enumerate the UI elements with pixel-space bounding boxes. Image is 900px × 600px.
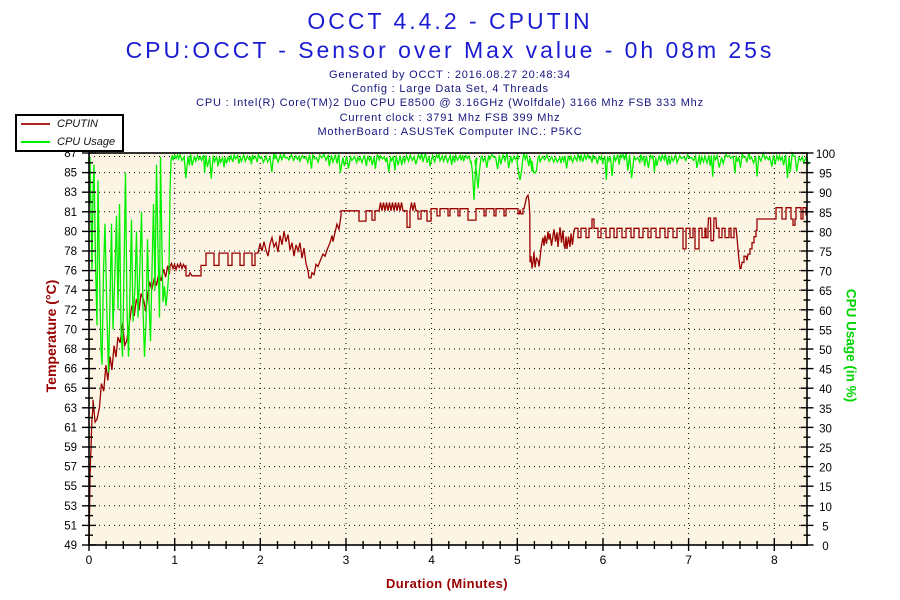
svg-text:6: 6 [600, 553, 607, 567]
svg-text:100: 100 [816, 149, 835, 161]
svg-text:75: 75 [819, 247, 832, 259]
svg-text:25: 25 [819, 443, 832, 455]
svg-text:85: 85 [64, 168, 77, 180]
svg-text:60: 60 [819, 306, 832, 318]
svg-text:78: 78 [64, 246, 77, 258]
svg-text:65: 65 [819, 286, 832, 298]
svg-text:4: 4 [428, 553, 435, 567]
svg-text:85: 85 [819, 208, 832, 220]
svg-text:95: 95 [819, 169, 832, 181]
svg-text:65: 65 [64, 383, 77, 395]
svg-text:76: 76 [64, 266, 77, 278]
svg-text:3: 3 [343, 553, 350, 567]
svg-text:2: 2 [257, 553, 264, 567]
svg-text:45: 45 [819, 365, 832, 377]
svg-text:10: 10 [819, 502, 832, 514]
svg-text:55: 55 [64, 481, 77, 493]
svg-text:90: 90 [819, 188, 832, 200]
svg-text:81: 81 [64, 207, 77, 219]
svg-text:20: 20 [819, 463, 832, 475]
svg-text:68: 68 [64, 344, 77, 356]
svg-text:70: 70 [64, 324, 77, 336]
svg-text:66: 66 [64, 364, 77, 376]
svg-text:53: 53 [64, 501, 77, 513]
svg-text:74: 74 [64, 285, 77, 297]
svg-text:59: 59 [64, 442, 77, 454]
svg-text:72: 72 [64, 305, 77, 317]
svg-text:55: 55 [819, 325, 832, 337]
svg-text:80: 80 [64, 226, 77, 238]
svg-text:70: 70 [819, 267, 832, 279]
svg-text:51: 51 [64, 520, 77, 532]
svg-text:40: 40 [819, 384, 832, 396]
svg-text:83: 83 [64, 187, 77, 199]
svg-text:80: 80 [819, 227, 832, 239]
svg-text:7: 7 [685, 553, 692, 567]
svg-text:30: 30 [819, 423, 832, 435]
svg-text:15: 15 [819, 482, 832, 494]
svg-text:63: 63 [64, 403, 77, 415]
svg-text:49: 49 [64, 540, 77, 552]
svg-text:0: 0 [822, 541, 828, 553]
svg-text:0: 0 [86, 553, 93, 567]
svg-text:35: 35 [819, 404, 832, 416]
svg-text:57: 57 [64, 462, 77, 474]
svg-text:61: 61 [64, 422, 77, 434]
svg-text:1: 1 [171, 553, 178, 567]
svg-text:50: 50 [819, 345, 832, 357]
svg-text:8: 8 [771, 553, 778, 567]
svg-text:5: 5 [822, 521, 828, 533]
svg-text:5: 5 [514, 553, 521, 567]
